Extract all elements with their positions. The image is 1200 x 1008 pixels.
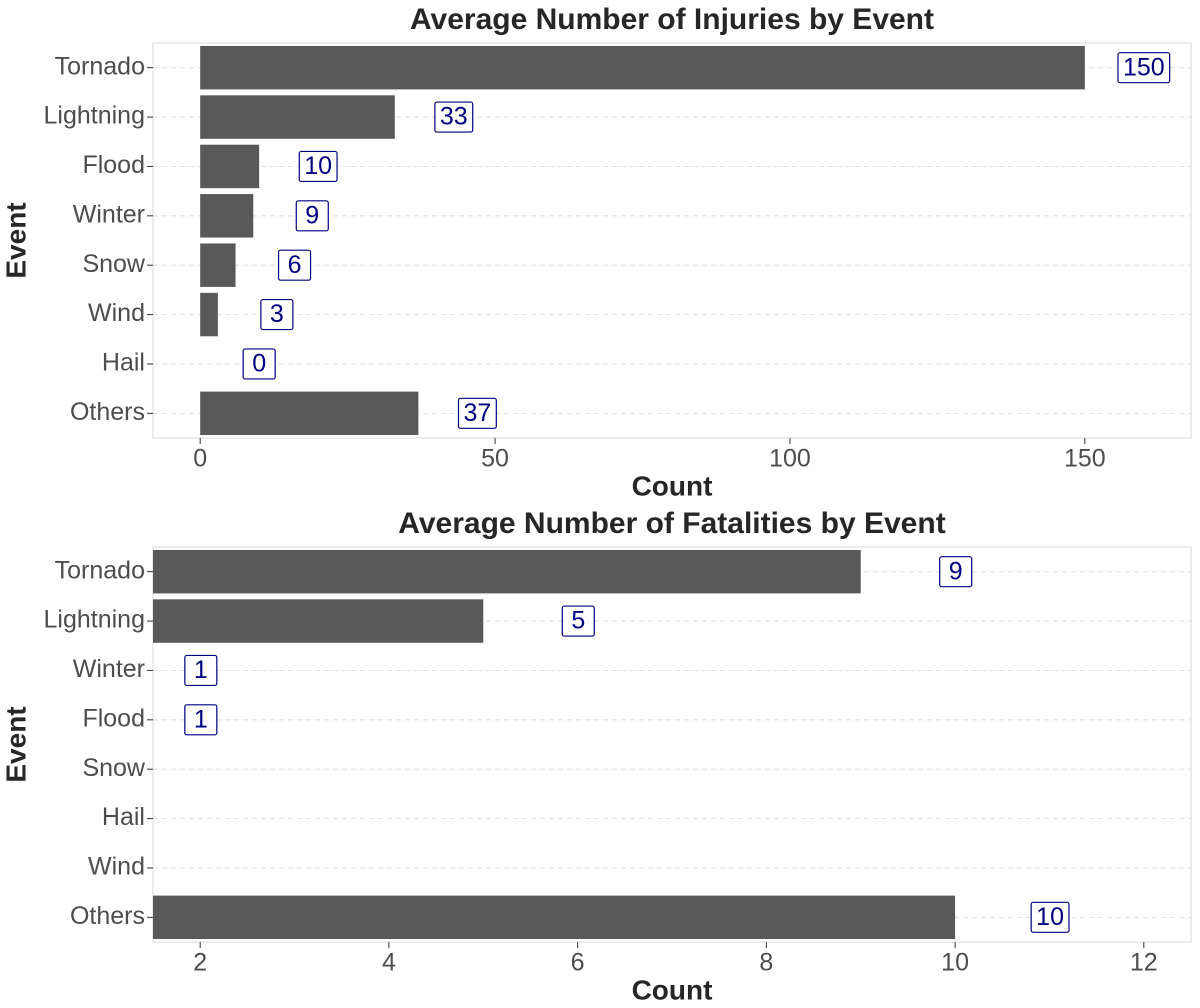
y-axis-title: Event [0,202,31,278]
x-tick-label: 6 [571,949,585,977]
value-label-box [1117,52,1171,84]
x-axis-title: Count [632,974,713,1005]
value-label: 9 [949,557,963,585]
value-label: 1 [194,705,208,733]
y-tick-label: Wind [88,299,145,327]
y-tick-label: Hail [102,803,145,831]
y-tick-label: Snow [82,250,145,278]
bar [200,144,260,189]
value-label-box [457,397,497,429]
value-label: 5 [571,607,585,635]
x-tick-label: 4 [382,949,396,977]
x-tick-label: 0 [193,445,207,473]
x-tick-label: 12 [1130,949,1158,977]
y-axis-title: Event [0,706,31,782]
value-label: 6 [288,251,302,279]
value-label-box [434,101,474,133]
value-label-box [298,150,338,183]
y-tick-label: Winter [73,200,145,228]
chart-title: Average Number of Injuries by Event [410,3,934,36]
value-label: 150 [1123,53,1165,81]
x-axis-title: Count [632,470,713,501]
value-label-box [295,200,329,232]
y-tick-label: Wind [88,853,145,881]
value-label: 33 [440,103,468,131]
bar [153,895,956,940]
x-tick-label: 100 [769,445,811,473]
x-tick-label: 50 [481,445,509,473]
y-tick-label: Lightning [44,606,145,634]
value-label: 1 [194,656,208,684]
bar [200,292,218,337]
x-tick-label: 10 [941,949,969,977]
y-tick-label: Others [70,398,145,426]
value-label-box [242,348,276,380]
bar [200,243,236,287]
chart-title: Average Number of Fatalities by Event [398,507,945,540]
y-tick-label: Lightning [44,102,145,130]
value-label-box [184,704,218,736]
x-tick-label: 2 [193,949,207,977]
bar [200,194,254,238]
value-label: 10 [304,152,332,180]
bar [200,95,395,139]
bar [200,391,419,436]
value-label: 3 [270,300,284,328]
y-tick-label: Snow [82,754,145,782]
value-label: 10 [1036,903,1064,931]
panel-border [152,42,1192,439]
value-label-box [939,556,973,588]
y-tick-label: Hail [102,349,145,377]
y-tick-label: Flood [82,151,145,179]
panel-border [152,546,1192,943]
value-label-box [561,605,595,637]
chart-panel: Average Number of Injuries by Event Torna… [0,3,1192,501]
chart-panel: Average Number of Fatalities by Event Tor… [0,507,1192,1005]
value-label: 0 [252,350,266,378]
y-tick-label: Winter [73,655,145,683]
y-tick-label: Flood [82,704,145,732]
y-tick-label: Tornado [55,52,145,80]
y-tick-label: Tornado [55,556,145,584]
x-tick-label: 8 [759,949,773,977]
value-label-box [1030,901,1070,933]
bar [153,549,861,594]
value-label: 9 [305,201,319,229]
value-label-box [260,298,294,331]
y-tick-label: Others [70,902,145,930]
bar [153,599,484,643]
value-label-box [277,249,312,281]
x-tick-label: 150 [1064,445,1106,473]
value-label: 37 [463,399,491,427]
value-label-box [184,654,218,687]
bar [200,45,1085,90]
